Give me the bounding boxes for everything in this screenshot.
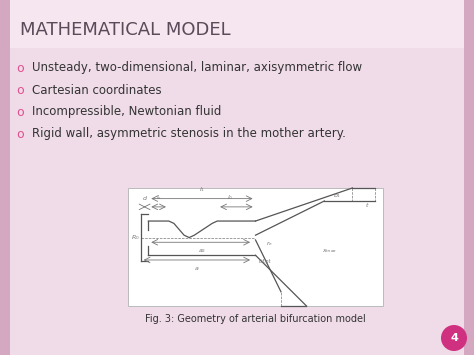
- Bar: [464, 0, 474, 355]
- Text: 4: 4: [450, 333, 458, 343]
- Text: $l_s$: $l_s$: [155, 193, 162, 202]
- Text: $t$: $t$: [365, 201, 370, 208]
- Text: Unsteady, two-dimensional, laminar, axisymmetric flow: Unsteady, two-dimensional, laminar, axis…: [32, 61, 362, 75]
- Text: $b_1$: $b_1$: [333, 191, 341, 200]
- Text: $l_0$: $l_0$: [227, 193, 233, 202]
- Text: o: o: [16, 105, 24, 119]
- Text: o: o: [16, 61, 24, 75]
- Text: MATHEMATICAL MODEL: MATHEMATICAL MODEL: [20, 21, 231, 39]
- Text: $a_2$: $a_2$: [198, 247, 206, 255]
- Bar: [10, 0, 464, 48]
- Text: o: o: [16, 83, 24, 97]
- Text: $r_e$: $r_e$: [266, 239, 273, 248]
- Text: $l_1$: $l_1$: [199, 185, 205, 194]
- Text: $d$: $d$: [142, 194, 147, 202]
- Text: Fig. 3: Geometry of arterial bifurcation model: Fig. 3: Geometry of arterial bifurcation…: [145, 314, 366, 324]
- Text: $R_{0}$: $R_{0}$: [130, 233, 139, 242]
- Text: $x_{max}$: $x_{max}$: [322, 247, 337, 255]
- Text: Cartesian coordinates: Cartesian coordinates: [32, 83, 162, 97]
- Text: $a$: $a$: [194, 265, 200, 272]
- Text: bif.pt: bif.pt: [258, 259, 271, 264]
- Bar: [0, 0, 10, 355]
- Circle shape: [441, 325, 467, 351]
- Bar: [128, 188, 383, 306]
- Text: Rigid wall, asymmetric stenosis in the mother artery.: Rigid wall, asymmetric stenosis in the m…: [32, 127, 346, 141]
- Text: o: o: [16, 127, 24, 141]
- Text: Incompressible, Newtonian fluid: Incompressible, Newtonian fluid: [32, 105, 221, 119]
